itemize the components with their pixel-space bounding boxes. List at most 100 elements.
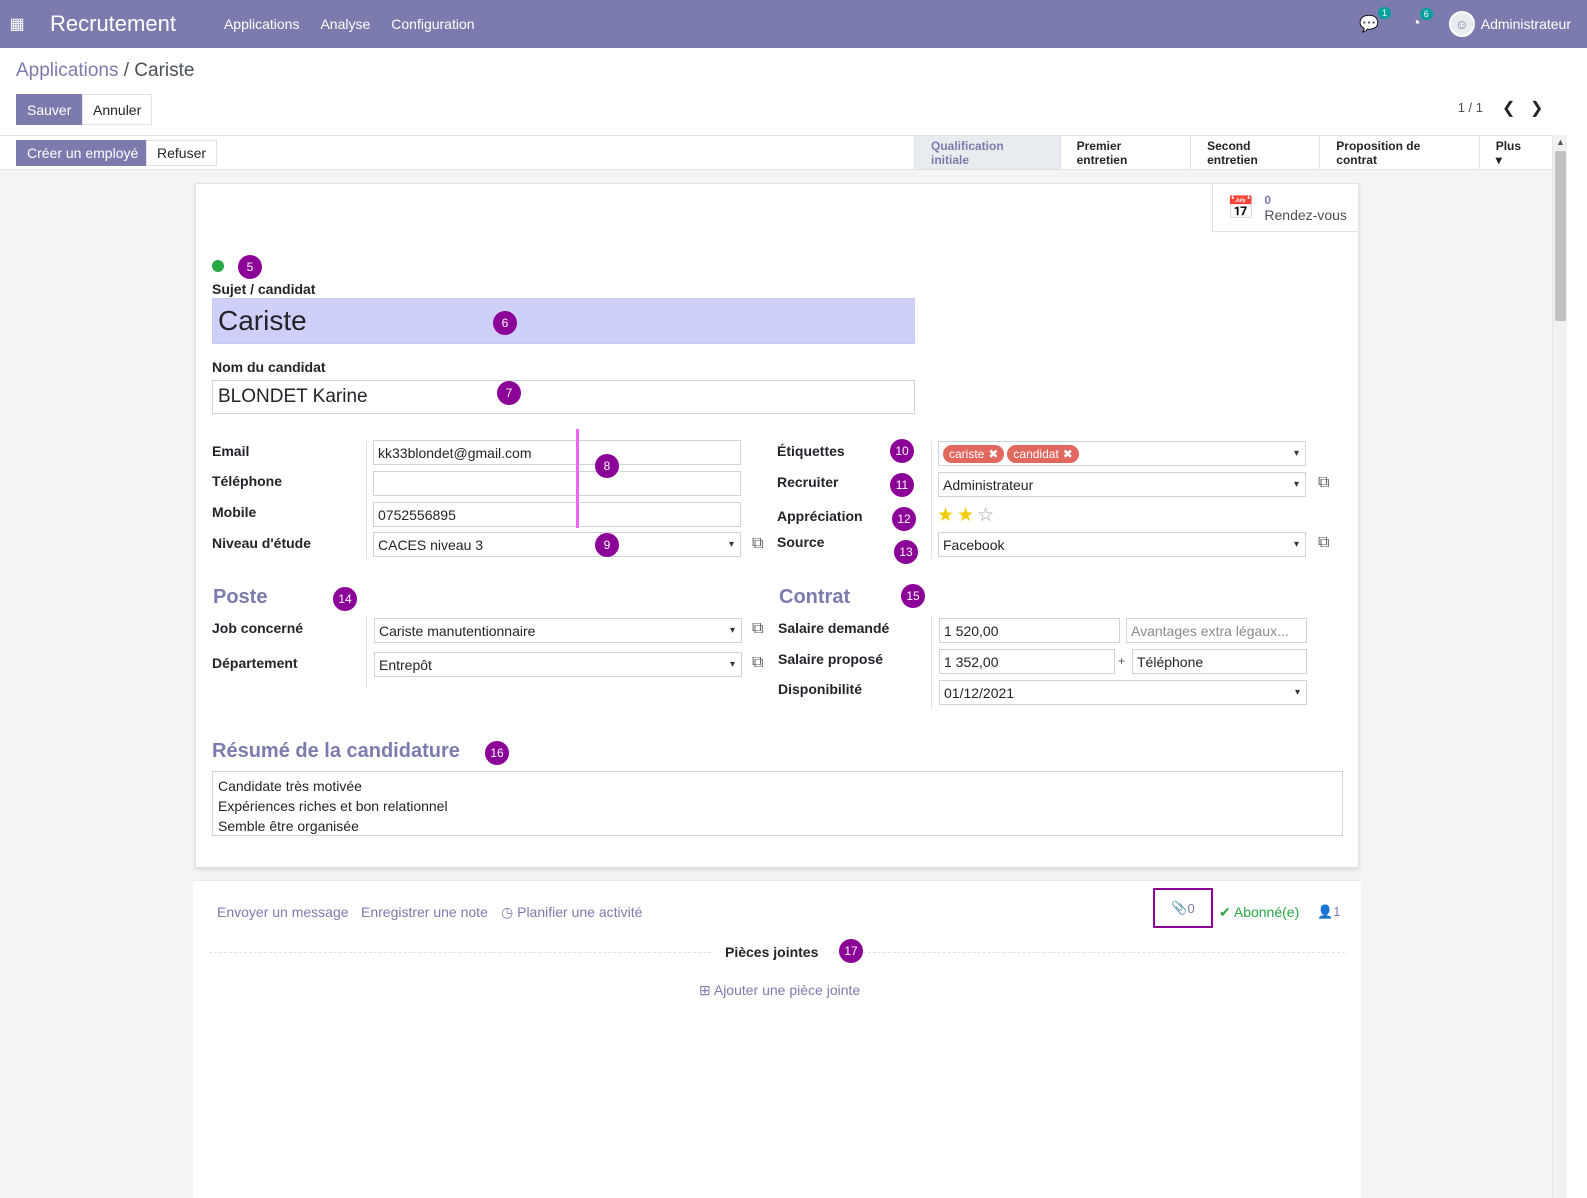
breadcrumb-current: Cariste <box>134 60 195 81</box>
salary-proposed-label: Salaire proposé <box>778 651 884 667</box>
mobile-label: Mobile <box>212 504 257 520</box>
meetings-count: 0 <box>1264 192 1272 207</box>
degree-select[interactable]: CACES niveau 3 <box>373 532 741 557</box>
marker-10: 10 <box>890 439 914 463</box>
attachments-button[interactable]: 📎 0 <box>1153 888 1213 928</box>
messages-badge: 1 <box>1378 7 1392 19</box>
messages-icon[interactable]: 💬 1 <box>1359 7 1392 34</box>
meetings-smart-button[interactable]: 📅 0 Rendez-vous <box>1212 184 1358 232</box>
star-icon[interactable]: ★ <box>957 505 978 526</box>
tag-cariste: cariste ✖ <box>943 444 1005 463</box>
department-label: Département <box>212 655 298 671</box>
follow-button[interactable]: ✔ Abonné(e) <box>1219 904 1299 921</box>
phone-field[interactable] <box>373 471 741 496</box>
menu-configuration[interactable]: Configuration <box>391 16 475 32</box>
candidate-name-input[interactable]: BLONDET Karine <box>212 380 915 414</box>
followers-button[interactable]: 👤1 <box>1317 904 1340 920</box>
breadcrumb-separator: / <box>118 60 135 81</box>
followers-count: 1 <box>1333 904 1341 919</box>
subject-label: Sujet / candidat <box>212 281 316 297</box>
subject-input[interactable]: Cariste <box>212 298 915 344</box>
breadcrumb-parent[interactable]: Applications <box>16 60 119 81</box>
pager-value: 1 / 1 <box>1457 100 1483 115</box>
tag-candidat: candidat ✖ <box>1007 444 1079 463</box>
degree-external-link-icon[interactable]: ⧉ <box>752 535 764 552</box>
menu-applications[interactable]: Applications <box>223 16 300 32</box>
create-employee-button[interactable]: Créer un employé <box>16 140 150 166</box>
availability-date-field[interactable]: 01/12/2021 <box>939 680 1307 705</box>
marker-8: 8 <box>595 454 619 478</box>
column-separator <box>366 441 367 559</box>
mobile-field[interactable]: 0752556895 <box>373 502 741 527</box>
job-external-link-icon[interactable]: ⧉ <box>752 620 764 637</box>
phone-label: Téléphone <box>212 473 283 489</box>
cancel-button[interactable]: Annuler <box>82 94 153 125</box>
menu-analyse[interactable]: Analyse <box>320 16 371 32</box>
marker-12: 12 <box>892 507 916 531</box>
apps-menu-icon[interactable]: ▦ <box>9 16 25 33</box>
recruiter-select[interactable]: Administrateur <box>938 472 1306 497</box>
add-attachment-link[interactable]: ⊞ Ajouter une pièce jointe <box>699 982 860 999</box>
department-external-link-icon[interactable]: ⧉ <box>752 654 764 671</box>
stage-proposition-contrat[interactable]: Proposition de contrat <box>1319 136 1478 169</box>
marker-15: 15 <box>901 584 925 608</box>
source-external-link-icon[interactable]: ⧉ <box>1318 534 1330 551</box>
stage-second-entretien[interactable]: Second entretien <box>1190 136 1319 169</box>
chatter: Envoyer un message Enregistrer une note … <box>193 880 1361 1198</box>
activities-icon[interactable]: ◔ 6 <box>1411 8 1433 33</box>
stage-more-dropdown[interactable]: Plus ▾ <box>1478 136 1552 169</box>
kanban-state-dot[interactable] <box>212 260 224 272</box>
statusbar: Créer un employé Refuser Qualification i… <box>0 135 1552 170</box>
remove-tag-icon[interactable]: ✖ <box>1062 446 1073 461</box>
stage-pipeline: Qualification initiale Premier entretien… <box>914 136 1552 169</box>
department-select[interactable]: Entrepôt <box>374 652 742 677</box>
tag-label: cariste <box>949 446 985 461</box>
contrat-section-title: Contrat <box>779 586 851 608</box>
save-button[interactable]: Sauver <box>16 94 83 125</box>
salary-proposed-field[interactable]: 1 352,00 <box>939 649 1115 674</box>
star-icon[interactable]: ★ <box>937 505 958 526</box>
email-field[interactable]: kk33blondet@gmail.com <box>373 440 741 465</box>
salary-proposed-extra-field[interactable]: Téléphone <box>1132 649 1307 674</box>
source-label: Source <box>777 534 825 550</box>
availability-label: Disponibilité <box>778 681 862 697</box>
job-select[interactable]: Cariste manutentionnaire <box>374 618 742 643</box>
salary-expected-extra-field[interactable]: Avantages extra légaux... <box>1126 618 1307 643</box>
tags-field[interactable]: cariste ✖ candidat ✖ <box>938 441 1306 466</box>
tag-label: candidat <box>1013 446 1059 461</box>
star-outline-icon[interactable]: ☆ <box>977 505 998 526</box>
user-menu[interactable]: ☺ Administrateur <box>1448 11 1571 37</box>
summary-line: Semble être organisée <box>218 818 359 834</box>
scrollbar[interactable]: ▲ <box>1552 135 1567 1198</box>
degree-label: Niveau d'étude <box>212 535 312 551</box>
pager-previous-icon[interactable]: ❮ <box>1502 100 1516 117</box>
salary-expected-field[interactable]: 1 520,00 <box>939 618 1120 643</box>
form-sheet: 📅 0 Rendez-vous 5 Sujet / candidat Caris… <box>195 183 1359 868</box>
avatar: ☺ <box>1448 11 1475 37</box>
summary-textarea[interactable]: Candidate très motivée Expériences riche… <box>212 771 1343 836</box>
attachments-count: 0 <box>1187 900 1195 916</box>
poste-section-title: Poste <box>213 586 268 608</box>
log-note-link[interactable]: Enregistrer une note <box>361 904 488 920</box>
tags-label: Étiquettes <box>777 443 845 459</box>
appreciation-stars: ★★☆ <box>937 504 997 527</box>
salary-expected-label: Salaire demandé <box>778 620 890 636</box>
paperclip-icon: 📎 <box>1171 900 1188 915</box>
scroll-thumb[interactable] <box>1555 151 1566 321</box>
job-label: Job concerné <box>212 620 304 636</box>
remove-tag-icon[interactable]: ✖ <box>988 446 999 461</box>
schedule-activity-link[interactable]: ◷ Planifier une activité <box>501 904 642 921</box>
meetings-label: Rendez-vous <box>1264 206 1347 223</box>
send-message-link[interactable]: Envoyer un message <box>217 904 349 920</box>
recruiter-external-link-icon[interactable]: ⧉ <box>1318 474 1330 491</box>
scroll-up-icon[interactable]: ▲ <box>1556 137 1565 147</box>
candidate-name-label: Nom du candidat <box>212 359 326 375</box>
refuse-button[interactable]: Refuser <box>146 140 218 166</box>
source-select[interactable]: Facebook <box>938 532 1306 557</box>
stage-premier-entretien[interactable]: Premier entretien <box>1059 136 1191 169</box>
salary-plus-sign: + <box>1118 654 1126 668</box>
pager-next-icon[interactable]: ❯ <box>1530 100 1544 117</box>
stage-qualification-initiale[interactable]: Qualification initiale <box>914 136 1060 169</box>
marker-16: 16 <box>485 741 509 765</box>
check-icon: ✔ <box>1219 904 1231 920</box>
